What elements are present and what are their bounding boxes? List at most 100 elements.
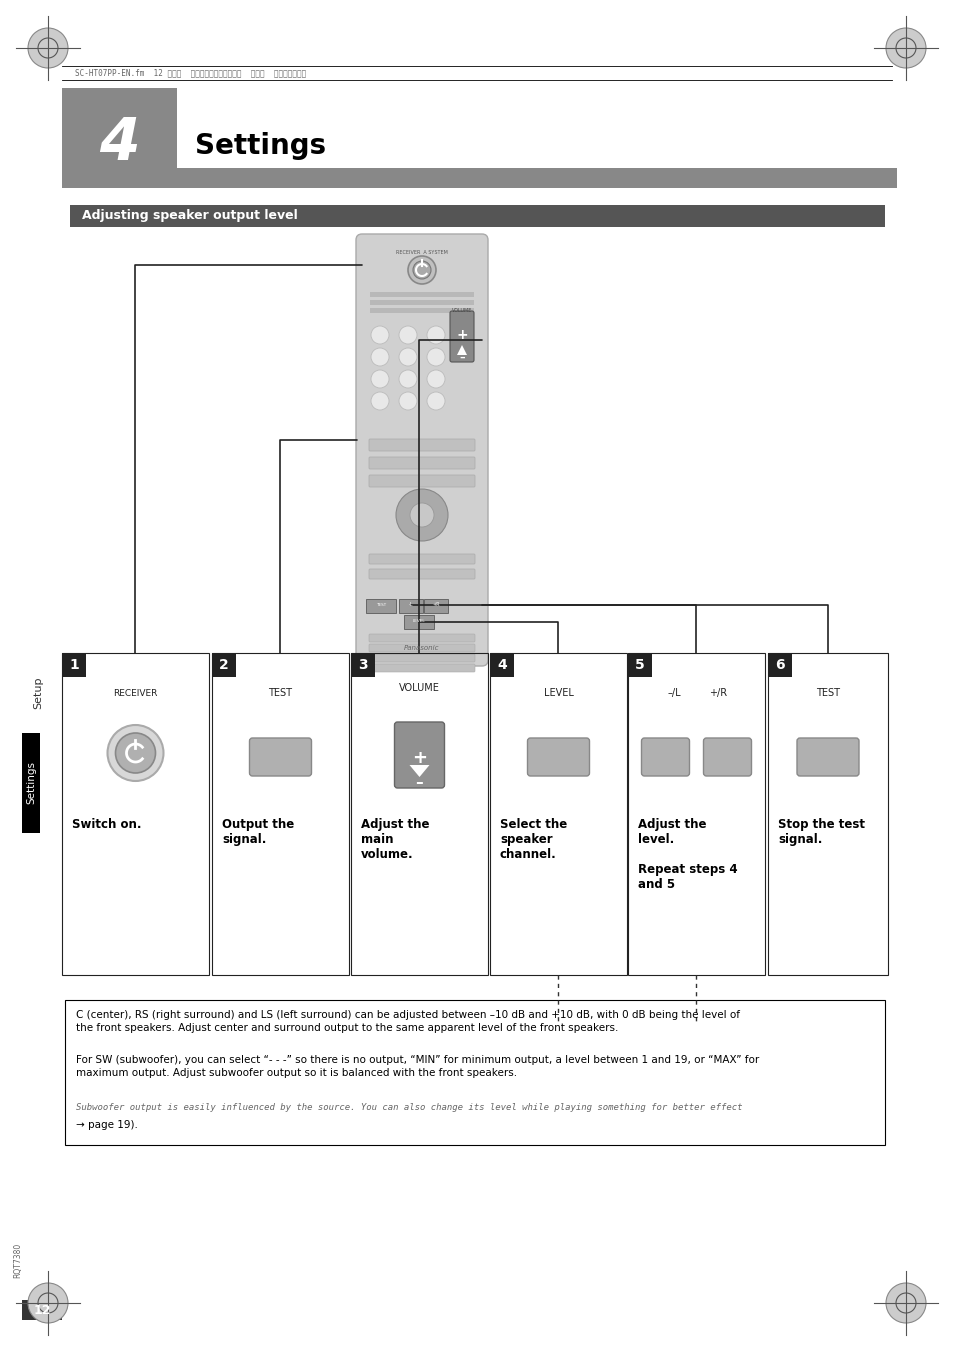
Bar bbox=[627, 653, 764, 975]
Text: 2: 2 bbox=[219, 658, 229, 671]
Text: –/L: –/L bbox=[667, 688, 680, 698]
Text: 6: 6 bbox=[775, 658, 784, 671]
FancyBboxPatch shape bbox=[369, 569, 475, 580]
Bar bbox=[351, 653, 375, 677]
FancyBboxPatch shape bbox=[355, 234, 488, 666]
Circle shape bbox=[427, 349, 444, 366]
Text: RECEIVER: RECEIVER bbox=[113, 689, 157, 697]
Text: RQT7380: RQT7380 bbox=[13, 1243, 23, 1278]
Bar bbox=[767, 653, 887, 975]
Bar bbox=[22, 1300, 62, 1320]
Text: 4: 4 bbox=[99, 115, 140, 172]
Bar bbox=[62, 88, 177, 188]
Text: Select the
speaker
channel.: Select the speaker channel. bbox=[499, 817, 567, 861]
Text: 4: 4 bbox=[497, 658, 506, 671]
Circle shape bbox=[885, 28, 925, 68]
Bar bbox=[62, 653, 86, 677]
Circle shape bbox=[398, 370, 416, 388]
Bar bbox=[212, 653, 349, 975]
Text: 3: 3 bbox=[357, 658, 368, 671]
Circle shape bbox=[413, 261, 431, 280]
FancyBboxPatch shape bbox=[395, 721, 444, 788]
FancyBboxPatch shape bbox=[369, 476, 475, 486]
Bar bbox=[767, 653, 791, 677]
Bar bbox=[65, 1000, 884, 1146]
Text: LEVEL: LEVEL bbox=[413, 619, 425, 623]
Text: Stop the test
signal.: Stop the test signal. bbox=[778, 817, 864, 846]
Circle shape bbox=[410, 503, 434, 527]
Text: Adjust the
level.

Repeat steps 4
and 5: Adjust the level. Repeat steps 4 and 5 bbox=[638, 817, 737, 892]
Text: Panasonic: Panasonic bbox=[404, 644, 439, 651]
Circle shape bbox=[427, 326, 444, 345]
FancyBboxPatch shape bbox=[369, 554, 475, 563]
Circle shape bbox=[398, 392, 416, 409]
FancyBboxPatch shape bbox=[250, 738, 312, 775]
Text: VOLUME: VOLUME bbox=[452, 308, 472, 312]
Text: 1: 1 bbox=[69, 658, 79, 671]
FancyBboxPatch shape bbox=[369, 439, 475, 451]
Text: +: + bbox=[456, 328, 467, 342]
Text: Output the
signal.: Output the signal. bbox=[222, 817, 294, 846]
FancyBboxPatch shape bbox=[366, 598, 395, 613]
FancyBboxPatch shape bbox=[369, 457, 475, 469]
Circle shape bbox=[28, 1283, 68, 1323]
FancyBboxPatch shape bbox=[398, 598, 422, 613]
Circle shape bbox=[115, 734, 155, 773]
Text: For SW (subwoofer), you can select “- - -” so there is no output, “MIN” for mini: For SW (subwoofer), you can select “- - … bbox=[76, 1055, 759, 1078]
Circle shape bbox=[885, 1283, 925, 1323]
Text: LEVEL: LEVEL bbox=[543, 688, 573, 698]
Bar bbox=[177, 168, 896, 188]
Bar bbox=[22, 734, 40, 834]
Text: TEST: TEST bbox=[268, 688, 293, 698]
Text: +/R: +/R bbox=[709, 688, 727, 698]
Text: VOLUME: VOLUME bbox=[398, 684, 439, 693]
Bar bbox=[370, 300, 474, 305]
FancyBboxPatch shape bbox=[369, 644, 475, 653]
Text: RECEIVER  A SYSTEM: RECEIVER A SYSTEM bbox=[395, 250, 448, 254]
Polygon shape bbox=[409, 765, 429, 777]
FancyBboxPatch shape bbox=[403, 615, 434, 630]
Circle shape bbox=[398, 326, 416, 345]
FancyBboxPatch shape bbox=[527, 738, 589, 775]
FancyBboxPatch shape bbox=[369, 634, 475, 642]
Bar bbox=[351, 653, 488, 975]
Circle shape bbox=[395, 489, 448, 540]
Text: TEST: TEST bbox=[815, 688, 840, 698]
Text: Adjusting speaker output level: Adjusting speaker output level bbox=[82, 209, 297, 223]
Bar bbox=[490, 653, 514, 677]
Text: → page 19).: → page 19). bbox=[76, 1120, 138, 1129]
Circle shape bbox=[28, 28, 68, 68]
FancyBboxPatch shape bbox=[450, 311, 474, 362]
Bar bbox=[370, 308, 474, 313]
FancyBboxPatch shape bbox=[702, 738, 751, 775]
Text: Setup: Setup bbox=[33, 677, 43, 709]
Circle shape bbox=[408, 255, 436, 284]
FancyBboxPatch shape bbox=[369, 654, 475, 662]
Bar bbox=[70, 205, 884, 227]
Circle shape bbox=[427, 392, 444, 409]
FancyBboxPatch shape bbox=[369, 663, 475, 671]
Text: Switch on.: Switch on. bbox=[71, 817, 141, 831]
Circle shape bbox=[371, 349, 389, 366]
Bar bbox=[212, 653, 235, 677]
Text: –: – bbox=[458, 353, 464, 363]
Bar bbox=[62, 653, 209, 975]
Text: Subwoofer output is easily influenced by the source. You can also change its lev: Subwoofer output is easily influenced by… bbox=[76, 1102, 741, 1112]
Circle shape bbox=[427, 370, 444, 388]
Text: SC-HT07PP-EN.fm  12 ページ  ２００３年１２月２５日  木曜日  午後１２晎８分: SC-HT07PP-EN.fm 12 ページ ２００３年１２月２５日 木曜日 午… bbox=[75, 69, 306, 77]
Bar bbox=[490, 653, 626, 975]
Bar bbox=[370, 292, 474, 297]
FancyBboxPatch shape bbox=[640, 738, 689, 775]
Text: +: + bbox=[412, 748, 427, 767]
FancyBboxPatch shape bbox=[423, 598, 448, 613]
Text: 5: 5 bbox=[635, 658, 644, 671]
Text: –: – bbox=[416, 775, 423, 790]
Text: +R: +R bbox=[432, 603, 439, 608]
Circle shape bbox=[371, 326, 389, 345]
FancyBboxPatch shape bbox=[796, 738, 858, 775]
Circle shape bbox=[398, 349, 416, 366]
Text: C (center), RS (right surround) and LS (left surround) can be adjusted between –: C (center), RS (right surround) and LS (… bbox=[76, 1011, 740, 1034]
Text: 12: 12 bbox=[33, 1304, 51, 1316]
Polygon shape bbox=[456, 345, 467, 355]
Text: Settings: Settings bbox=[194, 132, 326, 159]
